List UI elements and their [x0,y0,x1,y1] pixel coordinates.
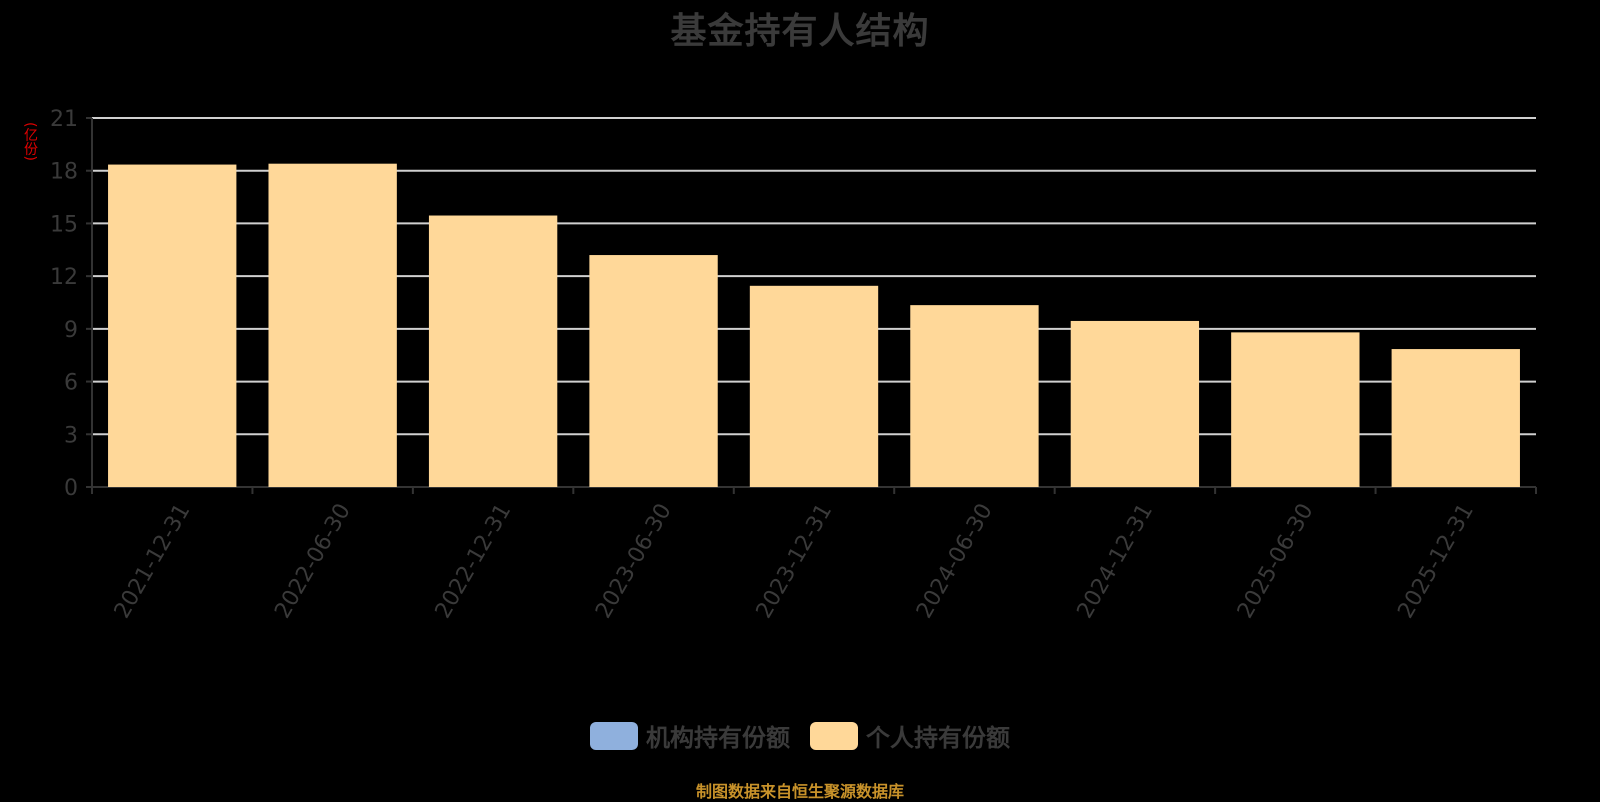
y-tick-label: 6 [64,371,78,396]
y-tick-label: 3 [64,423,78,448]
legend-swatch-institutional [590,721,638,750]
y-tick-label: 15 [50,212,78,237]
bar [428,215,558,487]
y-tick-label: 9 [64,318,78,343]
x-tick-label: 2025-06-30 [1233,500,1319,623]
legend-swatch-individual [810,721,858,750]
bar [108,164,237,488]
x-tick-label: 2021-12-31 [110,500,196,623]
y-tick-label: 18 [50,160,78,185]
bar [1231,332,1360,487]
bar [749,285,879,487]
x-tick-label: 2024-06-30 [912,500,998,623]
data-source-note: 制图数据来自恒生聚源数据库 [695,782,904,801]
legend-item-institutional[interactable]: 机构持有份额 [590,718,790,753]
legend-label: 机构持有份额 [646,724,790,752]
bar [910,305,1039,487]
bar-chart: 0 3 6 9 12 15 18 21 2021-12-31 2022-06-30 2022-12-… [50,107,1537,623]
y-tick-label: 12 [50,265,78,290]
bar [268,163,397,487]
x-tick-label: 2022-12-31 [431,499,517,622]
legend-label: 个人持有份额 [866,724,1010,752]
x-tick-label: 2023-06-30 [591,500,677,623]
bar [1070,320,1200,487]
x-tick-label: 2025-12-31 [1393,500,1479,623]
x-tick-label: 2023-12-31 [752,500,838,623]
legend: 机构持有份额 个人持有份额 [0,718,1600,753]
x-tick-label: 2024-12-31 [1073,500,1159,623]
bar [1391,349,1520,487]
y-tick-label: 0 [64,476,78,501]
x-tick-label: 2022-06-30 [270,500,356,623]
legend-item-individual[interactable]: 个人持有份额 [810,718,1010,753]
bar [589,255,718,487]
chart-title: 基金持有人结构 [670,11,930,52]
y-tick-label: 21 [50,107,78,132]
y-axis-unit: (亿份) [22,122,38,161]
